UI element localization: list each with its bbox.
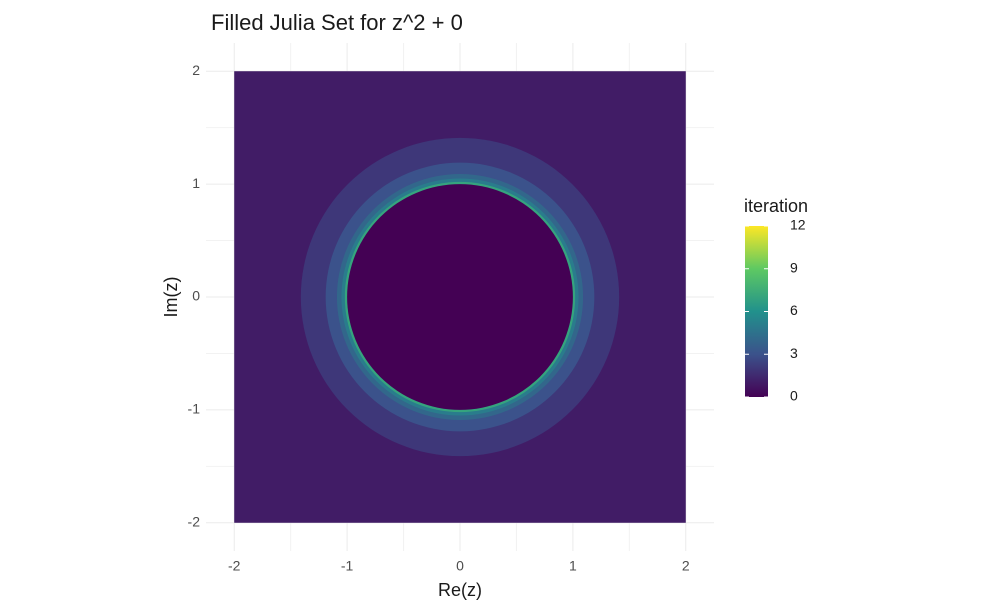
colorbar-tick-label: 3 <box>790 345 798 361</box>
y-tick-label: 2 <box>192 62 200 78</box>
colorbar-tick-label: 9 <box>790 259 798 275</box>
colorbar-tick-label: 0 <box>790 388 798 404</box>
x-tick-label: 2 <box>682 558 690 574</box>
y-tick-label: -1 <box>188 401 201 417</box>
x-tick-label: -1 <box>341 558 354 574</box>
colorbar-tick-label: 6 <box>790 302 798 318</box>
y-axis-label: Im(z) <box>161 277 181 318</box>
x-tick-label: -2 <box>228 558 241 574</box>
colorbar-tick-label: 12 <box>790 217 806 233</box>
iteration-region <box>347 184 573 410</box>
y-tick-label: -2 <box>188 513 201 529</box>
legend-title: iteration <box>744 196 808 216</box>
chart-title: Filled Julia Set for z^2 + 0 <box>211 10 463 35</box>
x-tick-label: 1 <box>569 558 577 574</box>
x-axis-label: Re(z) <box>438 580 482 600</box>
y-tick-label: 1 <box>192 175 200 191</box>
colorbar <box>745 226 768 397</box>
x-tick-label: 0 <box>456 558 464 574</box>
y-tick-label: 0 <box>192 288 200 304</box>
